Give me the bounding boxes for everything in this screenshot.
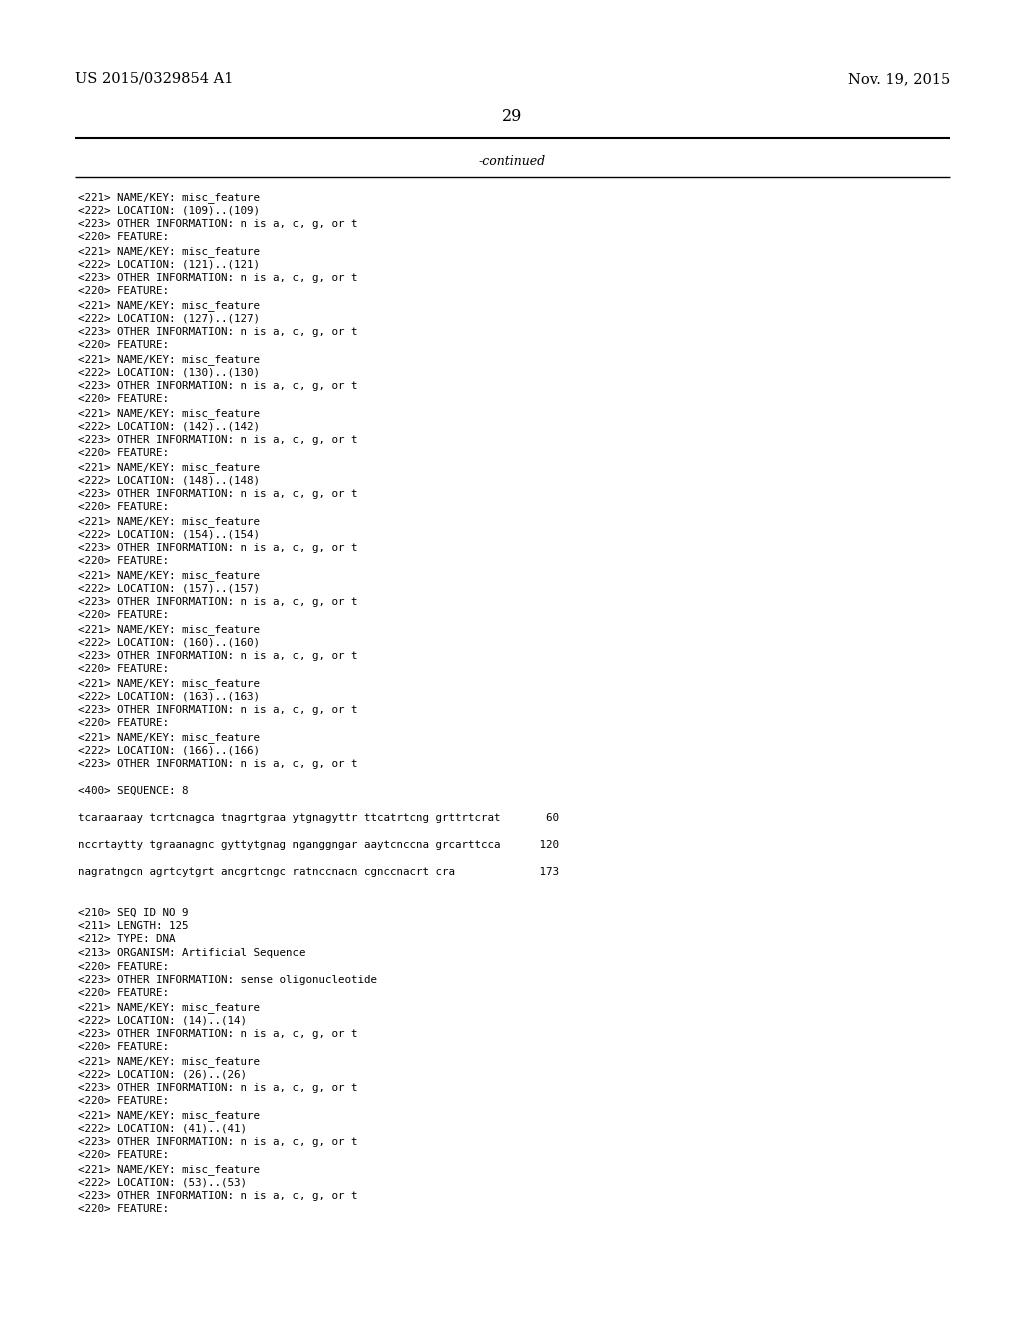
Text: <223> OTHER INFORMATION: n is a, c, g, or t: <223> OTHER INFORMATION: n is a, c, g, o… (78, 1030, 357, 1039)
Text: <223> OTHER INFORMATION: n is a, c, g, or t: <223> OTHER INFORMATION: n is a, c, g, o… (78, 219, 357, 228)
Text: <223> OTHER INFORMATION: n is a, c, g, or t: <223> OTHER INFORMATION: n is a, c, g, o… (78, 436, 357, 445)
Text: <220> FEATURE:: <220> FEATURE: (78, 1151, 169, 1160)
Text: <222> LOCATION: (166)..(166): <222> LOCATION: (166)..(166) (78, 746, 260, 755)
Text: <221> NAME/KEY: misc_feature: <221> NAME/KEY: misc_feature (78, 191, 260, 203)
Text: <222> LOCATION: (109)..(109): <222> LOCATION: (109)..(109) (78, 206, 260, 215)
Text: <223> OTHER INFORMATION: n is a, c, g, or t: <223> OTHER INFORMATION: n is a, c, g, o… (78, 488, 357, 499)
Text: <222> LOCATION: (127)..(127): <222> LOCATION: (127)..(127) (78, 314, 260, 323)
Text: <221> NAME/KEY: misc_feature: <221> NAME/KEY: misc_feature (78, 516, 260, 527)
Text: US 2015/0329854 A1: US 2015/0329854 A1 (75, 73, 233, 86)
Text: <220> FEATURE:: <220> FEATURE: (78, 449, 169, 458)
Text: Nov. 19, 2015: Nov. 19, 2015 (848, 73, 950, 86)
Text: <223> OTHER INFORMATION: n is a, c, g, or t: <223> OTHER INFORMATION: n is a, c, g, o… (78, 1137, 357, 1147)
Text: <221> NAME/KEY: misc_feature: <221> NAME/KEY: misc_feature (78, 1164, 260, 1175)
Text: <220> FEATURE:: <220> FEATURE: (78, 557, 169, 566)
Text: <220> FEATURE:: <220> FEATURE: (78, 503, 169, 512)
Text: <222> LOCATION: (130)..(130): <222> LOCATION: (130)..(130) (78, 367, 260, 378)
Text: <221> NAME/KEY: misc_feature: <221> NAME/KEY: misc_feature (78, 462, 260, 473)
Text: <211> LENGTH: 125: <211> LENGTH: 125 (78, 921, 188, 931)
Text: <221> NAME/KEY: misc_feature: <221> NAME/KEY: misc_feature (78, 1056, 260, 1067)
Text: <221> NAME/KEY: misc_feature: <221> NAME/KEY: misc_feature (78, 570, 260, 581)
Text: <223> OTHER INFORMATION: n is a, c, g, or t: <223> OTHER INFORMATION: n is a, c, g, o… (78, 651, 357, 661)
Text: <220> FEATURE:: <220> FEATURE: (78, 286, 169, 297)
Text: <221> NAME/KEY: misc_feature: <221> NAME/KEY: misc_feature (78, 300, 260, 312)
Text: <222> LOCATION: (142)..(142): <222> LOCATION: (142)..(142) (78, 421, 260, 432)
Text: <220> FEATURE:: <220> FEATURE: (78, 1097, 169, 1106)
Text: <222> LOCATION: (148)..(148): <222> LOCATION: (148)..(148) (78, 475, 260, 486)
Text: <220> FEATURE:: <220> FEATURE: (78, 1204, 169, 1214)
Text: <220> FEATURE:: <220> FEATURE: (78, 395, 169, 404)
Text: <223> OTHER INFORMATION: n is a, c, g, or t: <223> OTHER INFORMATION: n is a, c, g, o… (78, 543, 357, 553)
Text: <221> NAME/KEY: misc_feature: <221> NAME/KEY: misc_feature (78, 354, 260, 364)
Text: <222> LOCATION: (163)..(163): <222> LOCATION: (163)..(163) (78, 692, 260, 701)
Text: -continued: -continued (478, 154, 546, 168)
Text: <222> LOCATION: (121)..(121): <222> LOCATION: (121)..(121) (78, 260, 260, 269)
Text: <223> OTHER INFORMATION: n is a, c, g, or t: <223> OTHER INFORMATION: n is a, c, g, o… (78, 1191, 357, 1201)
Text: <223> OTHER INFORMATION: sense oligonucleotide: <223> OTHER INFORMATION: sense oligonucl… (78, 975, 377, 985)
Text: <222> LOCATION: (14)..(14): <222> LOCATION: (14)..(14) (78, 1015, 247, 1026)
Text: <221> NAME/KEY: misc_feature: <221> NAME/KEY: misc_feature (78, 1002, 260, 1012)
Text: <221> NAME/KEY: misc_feature: <221> NAME/KEY: misc_feature (78, 678, 260, 689)
Text: <222> LOCATION: (157)..(157): <222> LOCATION: (157)..(157) (78, 583, 260, 594)
Text: <223> OTHER INFORMATION: n is a, c, g, or t: <223> OTHER INFORMATION: n is a, c, g, o… (78, 273, 357, 282)
Text: <220> FEATURE:: <220> FEATURE: (78, 664, 169, 675)
Text: <210> SEQ ID NO 9: <210> SEQ ID NO 9 (78, 908, 188, 917)
Text: <221> NAME/KEY: misc_feature: <221> NAME/KEY: misc_feature (78, 408, 260, 418)
Text: tcaraaraay tcrtcnagca tnagrtgraa ytgnagyttr ttcatrtcng grttrtcrat       60: tcaraaraay tcrtcnagca tnagrtgraa ytgnagy… (78, 813, 559, 822)
Text: <223> OTHER INFORMATION: n is a, c, g, or t: <223> OTHER INFORMATION: n is a, c, g, o… (78, 705, 357, 715)
Text: <400> SEQUENCE: 8: <400> SEQUENCE: 8 (78, 785, 188, 796)
Text: <220> FEATURE:: <220> FEATURE: (78, 1043, 169, 1052)
Text: <222> LOCATION: (41)..(41): <222> LOCATION: (41)..(41) (78, 1123, 247, 1134)
Text: <221> NAME/KEY: misc_feature: <221> NAME/KEY: misc_feature (78, 733, 260, 743)
Text: 29: 29 (502, 108, 522, 125)
Text: <220> FEATURE:: <220> FEATURE: (78, 961, 169, 972)
Text: <223> OTHER INFORMATION: n is a, c, g, or t: <223> OTHER INFORMATION: n is a, c, g, o… (78, 1082, 357, 1093)
Text: <212> TYPE: DNA: <212> TYPE: DNA (78, 935, 175, 945)
Text: <221> NAME/KEY: misc_feature: <221> NAME/KEY: misc_feature (78, 624, 260, 635)
Text: <222> LOCATION: (53)..(53): <222> LOCATION: (53)..(53) (78, 1177, 247, 1188)
Text: nagratngcn agrtcytgrt ancgrtcngc ratnccnacn cgnccnacrt cra             173: nagratngcn agrtcytgrt ancgrtcngc ratnccn… (78, 867, 559, 876)
Text: <223> OTHER INFORMATION: n is a, c, g, or t: <223> OTHER INFORMATION: n is a, c, g, o… (78, 381, 357, 391)
Text: <220> FEATURE:: <220> FEATURE: (78, 341, 169, 351)
Text: <213> ORGANISM: Artificial Sequence: <213> ORGANISM: Artificial Sequence (78, 948, 305, 958)
Text: <220> FEATURE:: <220> FEATURE: (78, 718, 169, 729)
Text: <222> LOCATION: (154)..(154): <222> LOCATION: (154)..(154) (78, 529, 260, 540)
Text: <220> FEATURE:: <220> FEATURE: (78, 232, 169, 243)
Text: <223> OTHER INFORMATION: n is a, c, g, or t: <223> OTHER INFORMATION: n is a, c, g, o… (78, 759, 357, 770)
Text: <221> NAME/KEY: misc_feature: <221> NAME/KEY: misc_feature (78, 1110, 260, 1121)
Text: <221> NAME/KEY: misc_feature: <221> NAME/KEY: misc_feature (78, 246, 260, 257)
Text: <223> OTHER INFORMATION: n is a, c, g, or t: <223> OTHER INFORMATION: n is a, c, g, o… (78, 327, 357, 337)
Text: <220> FEATURE:: <220> FEATURE: (78, 610, 169, 620)
Text: <223> OTHER INFORMATION: n is a, c, g, or t: <223> OTHER INFORMATION: n is a, c, g, o… (78, 597, 357, 607)
Text: <222> LOCATION: (160)..(160): <222> LOCATION: (160)..(160) (78, 638, 260, 648)
Text: <220> FEATURE:: <220> FEATURE: (78, 989, 169, 998)
Text: <222> LOCATION: (26)..(26): <222> LOCATION: (26)..(26) (78, 1069, 247, 1080)
Text: nccrtaytty tgraanagnc gyttytgnag nganggngar aaytcnccna grcarttcca      120: nccrtaytty tgraanagnc gyttytgnag nganggn… (78, 840, 559, 850)
